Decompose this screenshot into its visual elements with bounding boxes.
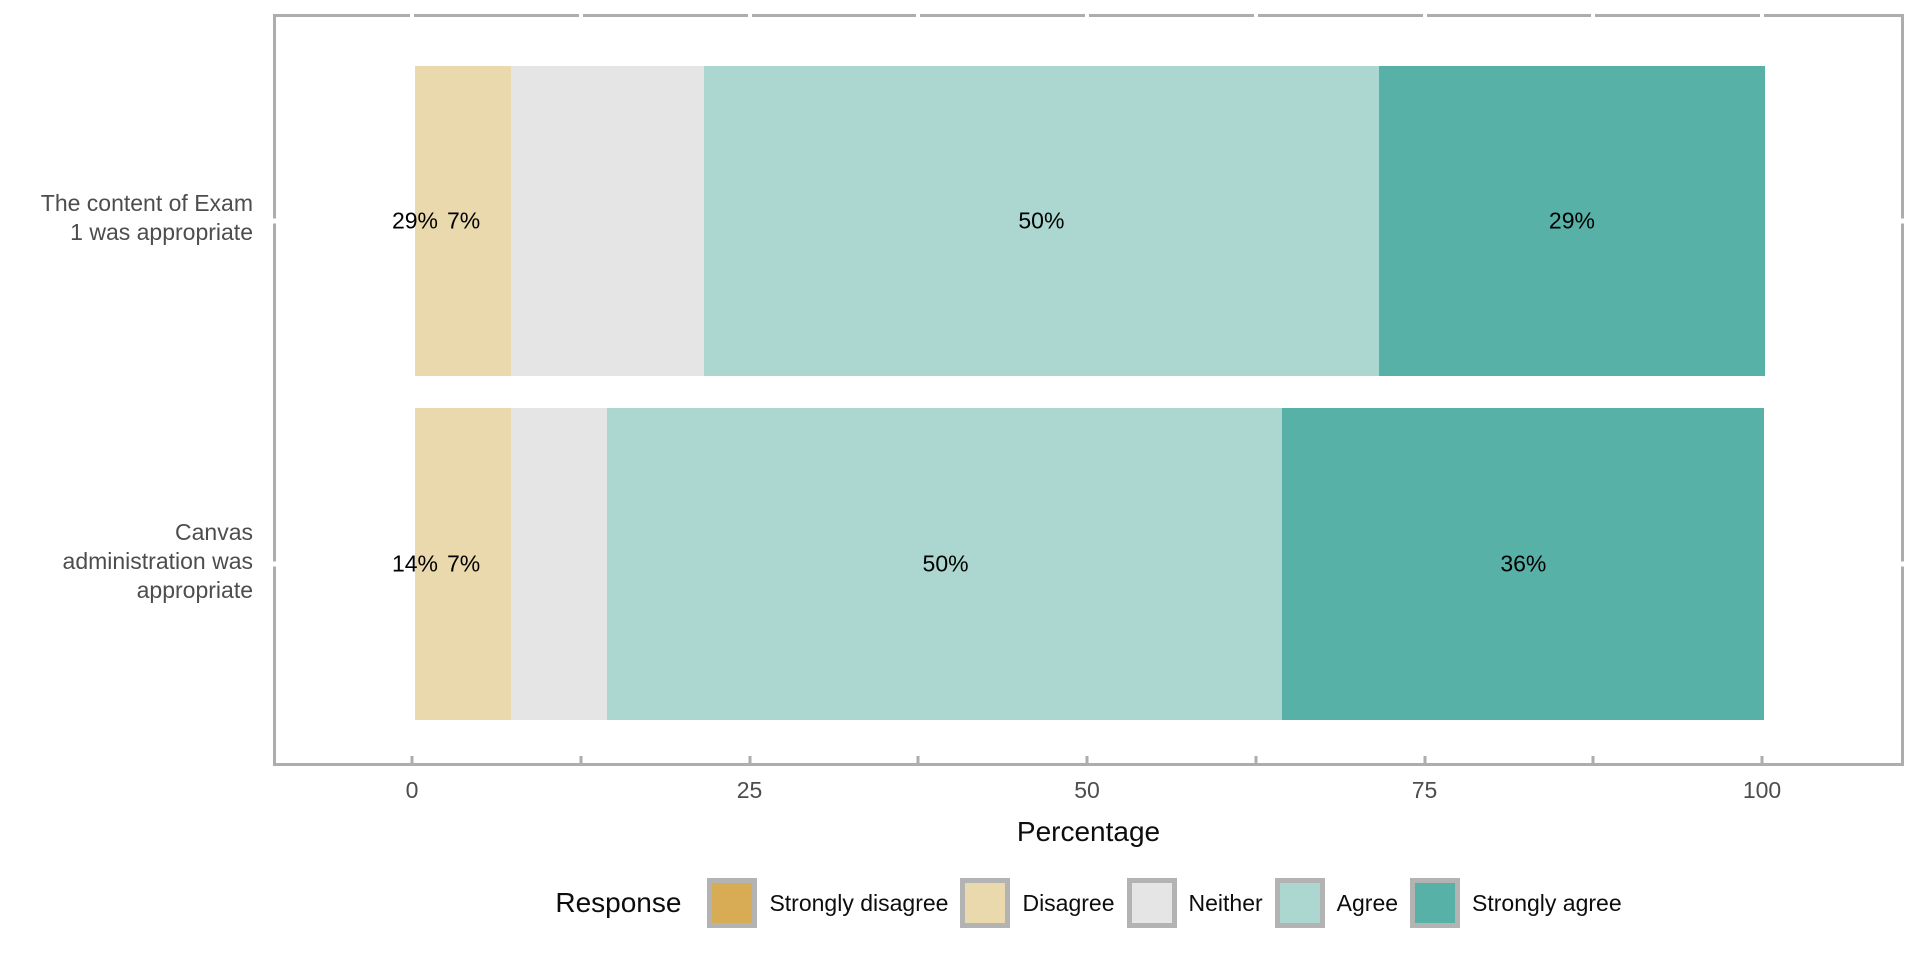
axis-tick: [1591, 756, 1595, 763]
plot-panel: 29% 7% 50% 29% 14% 7% 50% 36%: [273, 14, 1904, 766]
bar-segment: [703, 66, 1379, 376]
axis-tick: [1254, 756, 1258, 763]
axis-tick: [916, 756, 920, 763]
legend-key-swatch: [1126, 878, 1177, 928]
y-axis-label-line: The content of Exam: [40, 190, 253, 216]
bar-value-label: 50%: [1018, 207, 1065, 234]
axis-tick: [1423, 756, 1426, 763]
bar-segment: [415, 66, 511, 376]
bar-segment: [510, 408, 607, 720]
axis-minor-tick: [1253, 14, 1258, 17]
legend-item: Neither: [1126, 878, 1263, 928]
axis-tick: [1085, 756, 1089, 763]
bar-value-label: 14%: [391, 550, 439, 577]
axis-minor-tick: [410, 14, 414, 17]
bar-segment: [1281, 408, 1764, 720]
legend-label: Neither: [1188, 889, 1263, 916]
bar-segment: [415, 408, 511, 720]
y-axis-label: The content of Exam 1 was appropriate: [0, 63, 253, 373]
bar-value-label: 29%: [1548, 207, 1595, 234]
legend-label: Strongly agree: [1472, 889, 1622, 916]
axis-tick: [1760, 756, 1764, 763]
legend-key-swatch: [1410, 878, 1461, 928]
axis-tick: [410, 756, 414, 763]
y-axis-label-line: Canvas: [175, 518, 253, 545]
x-tick-label: 25: [736, 777, 763, 803]
legend-key-swatch: [960, 878, 1011, 928]
legend-item: Agree: [1274, 878, 1399, 928]
y-axis-label: Canvas administration was appropriate: [0, 405, 253, 717]
x-tick-label: 75: [1411, 777, 1438, 803]
legend-key-swatch: [707, 878, 758, 928]
bar-value-label: 7%: [446, 207, 481, 234]
axis-y-tick: [1901, 561, 1904, 567]
axis-minor-tick: [747, 14, 752, 17]
bar-value-label: 29%: [391, 207, 439, 234]
bar-value-label: 50%: [922, 550, 969, 577]
axis-minor-tick: [1422, 14, 1427, 17]
legend-title: Response: [555, 887, 682, 918]
bar-segment: [1378, 66, 1765, 376]
y-axis-label-line: 1 was appropriate: [70, 219, 253, 245]
axis-y-tick: [1901, 218, 1904, 224]
x-tick-label: 100: [1742, 777, 1782, 803]
bar-segment: [606, 408, 1282, 720]
axis-minor-tick: [1591, 14, 1596, 17]
legend-key-swatch: [1274, 878, 1325, 928]
axis-minor-tick: [1760, 14, 1764, 17]
axis-tick: [748, 756, 751, 763]
bar-value-label: 36%: [1500, 550, 1547, 577]
axis-y-tick: [273, 561, 276, 567]
legend-label: Agree: [1336, 889, 1399, 916]
x-axis-title: Percentage: [1016, 816, 1161, 847]
axis-minor-tick: [578, 14, 583, 17]
axis-tick: [579, 756, 583, 763]
x-tick-label: 0: [405, 777, 419, 803]
axis-y-tick: [273, 218, 276, 224]
bar-segment: [510, 66, 704, 376]
bar-value-label: 7%: [446, 550, 481, 577]
legend-label: Strongly disagree: [769, 889, 949, 916]
legend-label: Disagree: [1022, 889, 1115, 916]
x-tick-label: 50: [1074, 777, 1100, 803]
legend: Response Strongly disagree Disagree Neithe…: [273, 872, 1904, 934]
legend-item: Strongly agree: [1410, 878, 1622, 928]
axis-minor-tick: [1085, 14, 1089, 17]
legend-item: Strongly disagree: [707, 878, 948, 928]
y-axis-label-line: appropriate: [136, 576, 253, 603]
y-axis-label-line: administration was: [62, 547, 253, 574]
axis-minor-tick: [916, 14, 921, 17]
legend-item: Disagree: [960, 878, 1115, 928]
